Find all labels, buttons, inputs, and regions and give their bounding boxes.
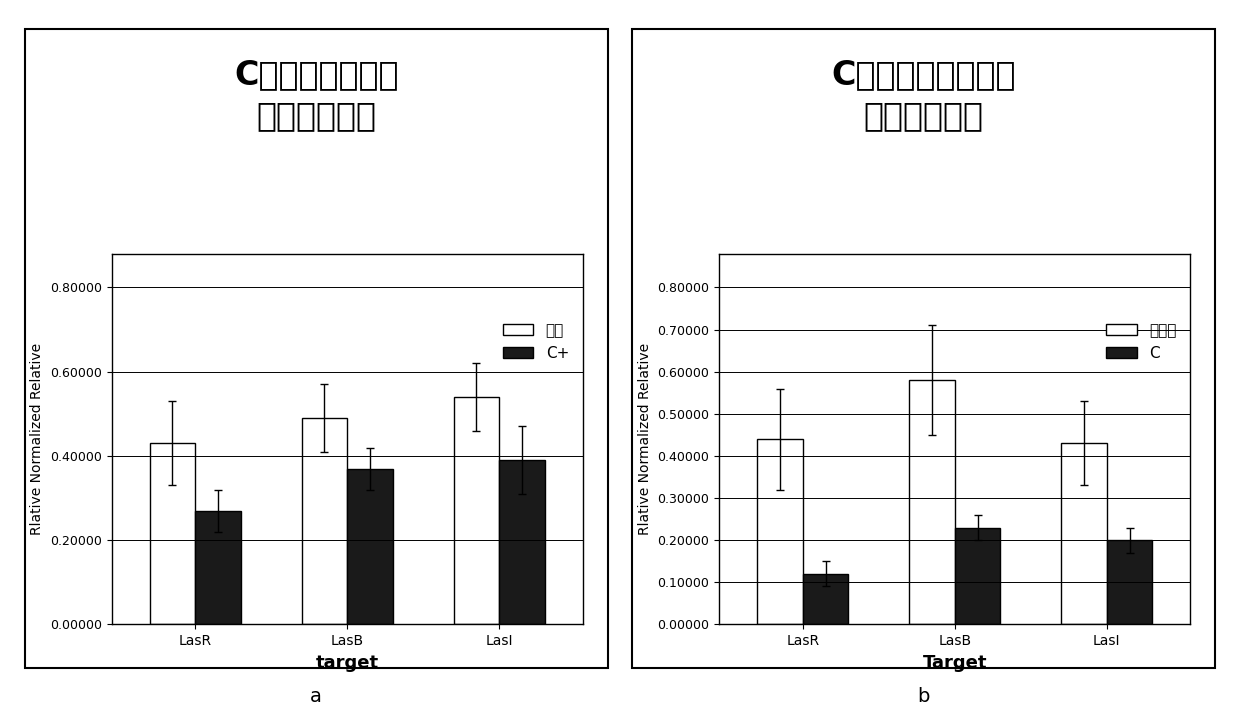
Y-axis label: Rlative Normalized Relative: Rlative Normalized Relative: [637, 343, 652, 535]
Y-axis label: Rlative Normalized Relative: Rlative Normalized Relative: [30, 343, 45, 535]
Bar: [454, 397, 500, 624]
Legend: 质控, C+: 质控, C+: [497, 317, 575, 367]
Bar: [347, 468, 393, 624]
Bar: [909, 380, 955, 624]
Bar: [500, 460, 544, 624]
Bar: [802, 574, 848, 624]
Bar: [150, 444, 195, 624]
Bar: [758, 439, 802, 624]
Text: a: a: [310, 688, 322, 706]
Bar: [955, 528, 1001, 624]
Bar: [301, 418, 347, 624]
Bar: [195, 510, 241, 624]
Text: b: b: [918, 688, 930, 706]
Text: C对孔庆祥菌株目的
基因表达影响: C对孔庆祥菌株目的 基因表达影响: [832, 58, 1016, 132]
Legend: 孔庆祥, C: 孔庆祥, C: [1100, 317, 1183, 367]
Bar: [1061, 444, 1107, 624]
Text: C对质控菌株目的
基因表达影响: C对质控菌株目的 基因表达影响: [234, 58, 398, 132]
X-axis label: Target: Target: [923, 653, 987, 672]
Bar: [1107, 540, 1152, 624]
X-axis label: target: target: [316, 653, 378, 672]
